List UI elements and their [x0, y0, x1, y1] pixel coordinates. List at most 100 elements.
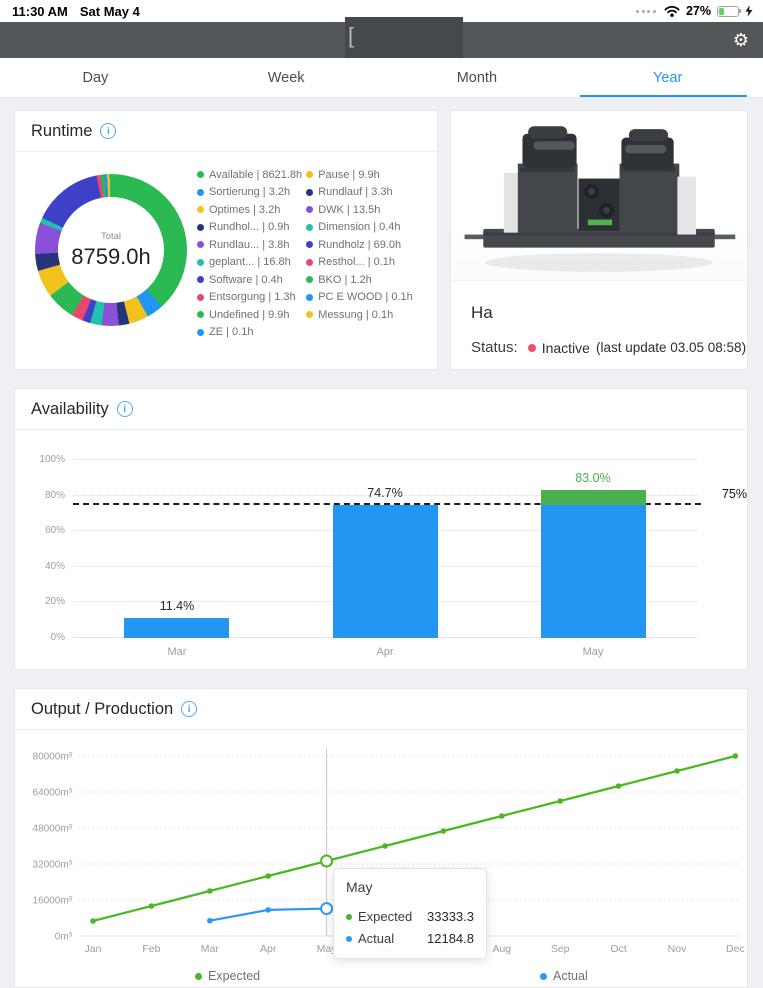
runtime-donut-chart[interactable]: Total 8759.0h: [35, 174, 187, 326]
tooltip-row: Actual 12184.8: [346, 931, 474, 946]
legend-item[interactable]: Rundlau... | 3.8h: [197, 236, 302, 254]
output-line-chart: 0m³ 16000m³ 32000m³ 48000m³ 64000m³ 80000m³ Ja…: [15, 730, 747, 967]
legend-label: Actual: [553, 969, 588, 983]
donut-total: Total 8759.0h: [35, 174, 187, 326]
gridline-80: 80%: [45, 490, 697, 501]
legend-item[interactable]: Entsorgung | 1.3h: [197, 289, 302, 307]
machine-name: Ha: [471, 303, 493, 322]
legend-item[interactable]: Sortierung | 3.2h: [197, 184, 302, 202]
legend-item[interactable]: Rundlauf | 3.3h: [306, 184, 413, 202]
tab-week[interactable]: Week: [267, 69, 305, 86]
legend-label: Dimension | 0.4h: [318, 221, 401, 234]
y-axis-label: 64000m³: [33, 788, 73, 799]
dashboard-content: Runtime i Total 8759.0h Available | 862: [0, 98, 763, 988]
tooltip-month: May: [346, 879, 373, 895]
tooltip-row: Expected 33333.3: [346, 909, 474, 924]
x-axis-label: Dec: [726, 943, 745, 955]
bar-mar[interactable]: [124, 617, 230, 638]
legend-dot: [540, 972, 547, 980]
legend-label: Rundlauf | 3.3h: [318, 186, 393, 199]
legend-dot: [306, 188, 314, 196]
tab-day[interactable]: Day: [82, 69, 109, 86]
status-dot: [527, 343, 536, 352]
y-axis-label: 48000m³: [33, 824, 73, 835]
bar-fill: [332, 505, 438, 638]
app-header: [ ⚙: [0, 17, 763, 58]
legend-label: Available | 8621.8h: [209, 168, 303, 181]
legend-label: Pause | 9.9h: [318, 168, 380, 181]
legend-item-actual[interactable]: Actual: [540, 969, 588, 983]
data-point: [382, 843, 388, 849]
legend-label: Rundlau... | 3.8h: [209, 238, 290, 251]
tab-year[interactable]: Year: [572, 58, 763, 97]
bar-fill: [540, 504, 646, 638]
tooltip-series-dot: [346, 913, 352, 920]
data-point: [499, 813, 505, 819]
legend-dot: [197, 328, 204, 336]
legend-dot: [306, 311, 314, 319]
tooltip-series-dot: [346, 935, 352, 942]
x-axis-label: Oct: [610, 943, 626, 955]
settings-gear-icon[interactable]: ⚙: [732, 30, 749, 50]
legend-item[interactable]: Dimension | 0.4h: [306, 219, 413, 237]
data-point: [615, 783, 622, 789]
legend-dot: [197, 258, 204, 266]
legend-label: Resthol... | 0.1h: [318, 256, 396, 269]
legend-item[interactable]: DWK | 13.5h: [306, 201, 413, 219]
legend-item[interactable]: Rundhol... | 0.9h: [197, 219, 302, 237]
legend-item[interactable]: PC E WOOD | 0.1h: [306, 289, 413, 307]
legend-item[interactable]: Undefined | 9.9h: [197, 306, 302, 324]
data-point: [90, 918, 96, 924]
y-axis-label: 80000m³: [33, 752, 73, 763]
highlight-point-expected[interactable]: [320, 854, 334, 868]
bar-may[interactable]: [540, 490, 646, 638]
x-axis-label: Sep: [551, 943, 570, 955]
threshold-line: 75%: [73, 487, 747, 505]
status-bar: 11:30 AM Sat May 4 27%: [0, 0, 763, 22]
x-axis-label: May: [582, 646, 604, 658]
legend-label: PC E WOOD | 0.1h: [318, 291, 413, 304]
legend-label: DWK | 13.5h: [318, 203, 381, 216]
x-axis-label: Nov: [668, 943, 687, 955]
legend-label: Optimes | 3.2h: [209, 203, 281, 216]
y-axis-label: 60%: [44, 525, 65, 537]
legend-item[interactable]: Software | 0.4h: [197, 271, 302, 289]
legend-item[interactable]: ZE | 0.1h: [197, 324, 302, 342]
status-last-update: (last update 03.05 08:58): [595, 340, 747, 355]
legend-item-expected[interactable]: Expected: [195, 969, 260, 983]
output-info-icon[interactable]: i: [181, 701, 198, 717]
legend-item[interactable]: Available | 8621.8h: [197, 166, 302, 184]
runtime-title: Runtime: [31, 121, 93, 140]
highlight-point-actual[interactable]: [320, 902, 334, 916]
battery-percent: 27%: [685, 4, 711, 18]
legend-item[interactable]: BKO | 1.2h: [306, 271, 413, 289]
y-axis-label: 32000m³: [33, 860, 73, 871]
tab-month[interactable]: Month: [456, 69, 498, 86]
data-point: [557, 798, 563, 804]
legend-item[interactable]: Rundholz | 69.0h: [306, 236, 413, 254]
data-point: [440, 828, 447, 834]
runtime-info-icon[interactable]: i: [100, 123, 117, 139]
tooltip-series-label: Actual: [358, 931, 395, 946]
legend-item[interactable]: Resthol... | 0.1h: [306, 254, 413, 272]
availability-info-icon[interactable]: i: [116, 401, 133, 417]
legend-item[interactable]: geplant... | 16.8h: [197, 254, 302, 272]
legend-dot: [197, 241, 204, 249]
period-tabs: Day Week Month Year: [0, 58, 763, 98]
runtime-card-header: Runtime i: [15, 111, 437, 152]
legend-dot: [306, 223, 314, 231]
legend-label: Sortierung | 3.2h: [209, 186, 291, 199]
threshold-label: 75%: [721, 486, 747, 501]
data-point: [207, 888, 213, 894]
legend-item[interactable]: Pause | 9.9h: [306, 166, 413, 184]
bar-value-label: 11.4%: [159, 598, 195, 613]
bar-apr[interactable]: [332, 505, 438, 638]
legend-label: Software | 0.4h: [209, 273, 283, 286]
legend-item[interactable]: Messung | 0.1h: [306, 306, 413, 324]
legend-dot: [306, 293, 314, 301]
battery-icon: [717, 5, 741, 17]
data-point: [265, 907, 271, 913]
legend-item[interactable]: Optimes | 3.2h: [197, 201, 302, 219]
data-point: [265, 873, 271, 879]
